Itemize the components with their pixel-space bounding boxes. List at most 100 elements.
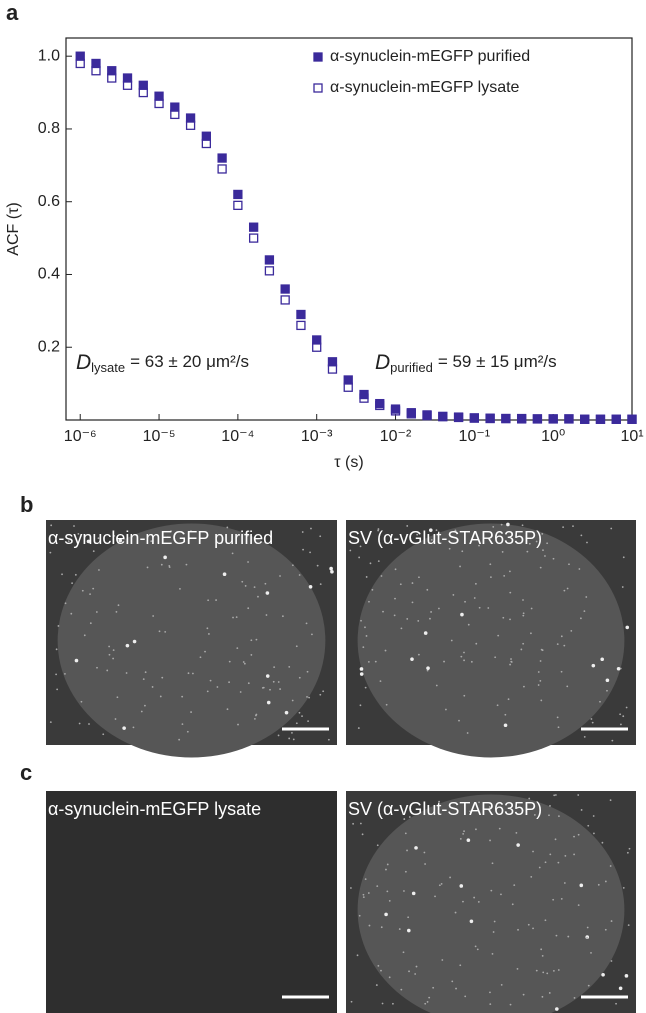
x-tick-label: 10⁻⁶ [64,428,97,445]
image-speckle [566,685,569,688]
image-speckle [615,1002,617,1005]
image-speckle [626,851,629,854]
image-speckle [530,875,533,878]
image-speckle [209,679,212,682]
data-point [627,414,637,424]
image-speckle [257,595,259,598]
image-speckle [74,573,77,576]
image-speckle [428,996,431,999]
image-speckle [537,671,540,673]
image-speckle [544,861,547,864]
image-speckle [386,890,389,893]
image-speckle [250,639,253,642]
image-speckle [532,927,534,930]
image-speckle [522,642,525,645]
image-title: SV (α-vGlut-STAR635P) [348,528,542,548]
annotation-subscript: lysate [91,360,125,375]
image-speckle [424,1002,427,1005]
image-speckle [284,710,289,715]
data-point [296,309,306,320]
image-disc [357,794,625,1013]
image-speckle [102,733,105,736]
image-speckle [408,970,410,973]
image-speckle [250,654,253,656]
image-speckle [522,599,524,601]
image-speckle [579,883,584,888]
image-speckle [255,638,258,641]
image-speckle [466,732,469,734]
image-speckle [298,711,301,714]
x-tick-label: 10¹ [620,428,643,445]
image-speckle [553,794,556,797]
image-speckle [487,607,490,609]
data-point [248,233,259,243]
image-speckle [577,904,580,907]
panel-label: b [20,492,33,517]
image-speckle [55,648,58,651]
image-speckle [619,667,622,670]
image-speckle [158,630,161,633]
image-speckle [417,620,420,622]
image-speckle [591,663,596,668]
image-speckle [430,611,432,613]
image-speckle [164,630,167,633]
annotation-text: = 59 ± 15 μm²/s [438,352,557,371]
legend-label: α-synuclein-mEGFP purified [330,48,530,65]
image-speckle [353,807,356,810]
image-speckle [627,924,630,927]
image-speckle [57,625,60,627]
image-speckle [587,984,590,987]
data-point [501,413,511,424]
data-point [312,335,322,345]
image-speckle [358,914,361,917]
image-speckle [253,586,256,589]
image-speckle [228,681,230,684]
image-speckle [228,660,231,663]
image-speckle [611,739,614,742]
image-speckle [308,584,313,589]
image-speckle [463,659,465,662]
image-speckle [600,657,604,662]
image-speckle [544,919,547,922]
data-point [154,91,164,101]
image-speckle [491,952,494,955]
image-speckle [417,653,420,656]
data-point [580,414,590,424]
image-speckle [426,669,429,672]
image-speckle [546,542,549,545]
data-point [170,109,180,120]
image-speckle [377,529,380,532]
image-speckle [428,528,433,532]
image-speckle [463,694,466,697]
image-speckle [601,841,604,844]
plot-frame [65,37,633,421]
image-speckle [414,973,417,975]
image-speckle [528,542,531,545]
image-title: α-synuclein-mEGFP lysate [48,799,261,819]
image-speckle [540,699,543,702]
image-speckle [509,618,511,621]
image-speckle [538,866,541,869]
image-speckle [322,690,325,693]
image-speckle [537,684,540,686]
image-speckle [170,530,172,533]
image-speckle [279,688,282,690]
image-speckle [513,884,516,887]
image-speckle [530,607,533,610]
image-speckle [360,619,362,622]
image-speckle [302,548,304,551]
data-point [485,413,495,423]
y-tick-label: 0.8 [38,120,60,137]
image-speckle [475,828,477,831]
image-speckle [406,849,408,852]
image-speckle [593,832,595,835]
image-speckle [526,550,529,553]
image-speckle [264,582,267,585]
image-speckle [319,535,322,538]
image-speckle [98,569,100,571]
legend-marker [313,83,323,93]
image-speckle [388,899,391,902]
image-speckle [492,525,495,528]
image-speckle [292,738,295,741]
x-tick-label: 10⁻² [380,428,412,445]
